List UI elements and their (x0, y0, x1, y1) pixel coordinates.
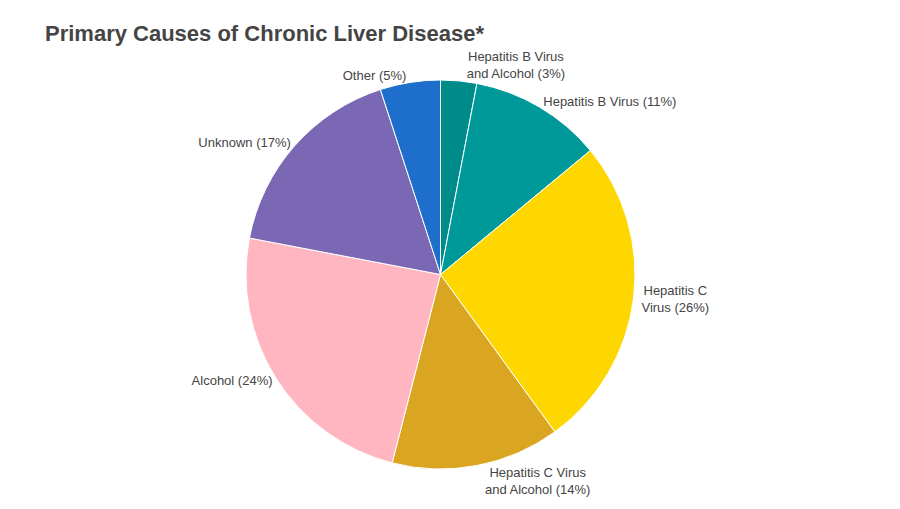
svg-text:Alcohol (24%): Alcohol (24%) (192, 373, 273, 388)
svg-text:Other (5%): Other (5%) (343, 68, 407, 83)
svg-text:Hepatitis CVirus (26%): Hepatitis CVirus (26%) (641, 283, 709, 315)
svg-text:Hepatitis B Virusand Alcohol (: Hepatitis B Virusand Alcohol (3%) (467, 49, 565, 81)
svg-text:Primary Causes of Chronic Live: Primary Causes of Chronic Liver Disease* (45, 21, 484, 46)
svg-text:Hepatitis C Virusand Alcohol (: Hepatitis C Virusand Alcohol (14%) (485, 465, 591, 497)
svg-text:Hepatitis B Virus (11%): Hepatitis B Virus (11%) (543, 94, 676, 109)
svg-text:Unknown (17%): Unknown (17%) (198, 135, 291, 150)
